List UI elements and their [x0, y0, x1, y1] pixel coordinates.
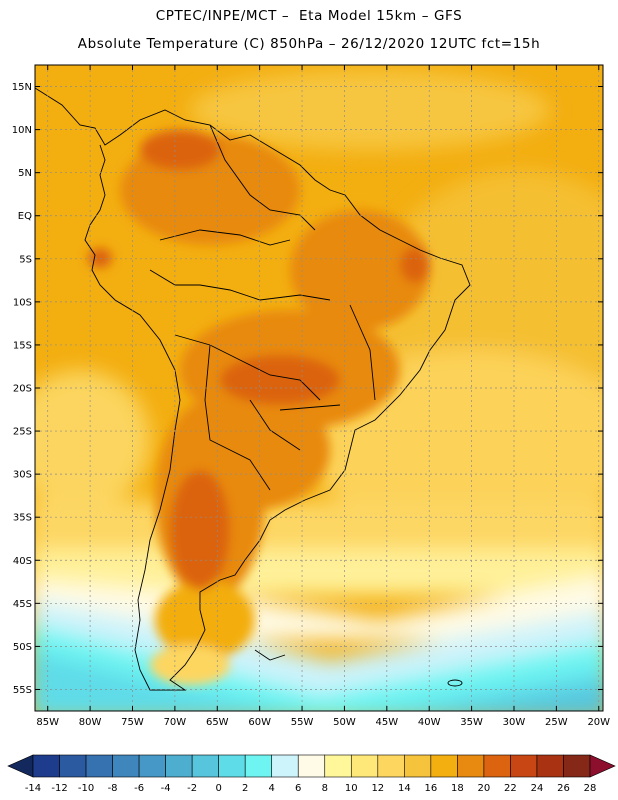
colorbar-label: -10 — [78, 783, 94, 794]
lon-label: 50W — [333, 717, 356, 728]
colorbar-swatch — [191, 754, 219, 778]
lat-label: 10N — [12, 125, 32, 136]
colorbar-swatch — [218, 754, 246, 778]
colorbar-label: 18 — [451, 783, 464, 794]
colorbar-label: 20 — [478, 783, 491, 794]
colorbar-swatch — [112, 754, 140, 778]
lon-label: 40W — [418, 717, 441, 728]
colorbar-label: 24 — [531, 783, 544, 794]
lat-label: 25S — [13, 427, 32, 438]
colorbar-swatch — [457, 754, 485, 778]
lon-label: 70W — [164, 717, 187, 728]
colorbar-swatch — [297, 754, 326, 778]
lon-label: 30W — [503, 717, 526, 728]
coastlines — [35, 87, 471, 691]
temperature-field — [35, 65, 603, 711]
colorbar-swatch — [85, 754, 113, 778]
lon-label: 45W — [376, 717, 399, 728]
colorbar-label: 10 — [345, 783, 358, 794]
lon-label: 80W — [79, 717, 102, 728]
lat-label: 45S — [13, 599, 32, 610]
colorbar-swatch — [244, 754, 273, 778]
colorbar-label: 22 — [504, 783, 517, 794]
lat-label: 15N — [12, 82, 32, 93]
colorbar-swatch — [430, 754, 458, 778]
colorbar-label: 16 — [424, 783, 437, 794]
colorbar-label: 8 — [322, 783, 328, 794]
colorbar-label: 28 — [584, 783, 597, 794]
colorbar-label: 6 — [295, 783, 301, 794]
colorbar-under-arrow — [7, 754, 34, 778]
lon-label: 25W — [545, 717, 568, 728]
map-title-line1: CPTEC/INPE/MCT – Eta Model 15km – GFS — [155, 8, 463, 24]
colorbar-swatch — [510, 754, 538, 778]
map-title-line2: Absolute Temperature (C) 850hPa – 26/12/… — [77, 36, 541, 52]
colorbar-label: -2 — [187, 783, 197, 794]
lat-label: 10S — [13, 297, 32, 308]
colorbar-label: 14 — [398, 783, 411, 794]
lat-label: 50S — [13, 642, 32, 653]
colorbar-swatch — [404, 754, 432, 778]
colorbar-label: 4 — [269, 783, 275, 794]
colorbar: -14 -12 -10 -8 -6 -4 -2 0 2 4 6 8 10 12 14 16 18 20 22 24 26… — [7, 754, 616, 794]
colorbar-swatch — [377, 754, 405, 778]
colorbar-swatch — [324, 754, 352, 778]
map-axes: 15N 10N 5N EQ 5S 10S 15S 20S 25S 30S 35S 40S 45S 50S 5… — [12, 65, 610, 728]
lat-label: 30S — [13, 470, 32, 481]
lon-label: 65W — [206, 717, 229, 728]
lon-label: 55W — [291, 717, 314, 728]
colorbar-label: 26 — [557, 783, 570, 794]
colorbar-label: -4 — [161, 783, 171, 794]
colorbar-swatch — [563, 754, 591, 778]
lat-label: 40S — [13, 556, 32, 567]
colorbar-swatch — [536, 754, 564, 778]
colorbar-swatch — [165, 754, 193, 778]
colorbar-label: 2 — [242, 783, 248, 794]
lat-label: 5N — [18, 168, 32, 179]
lat-label: 55S — [13, 685, 32, 696]
colorbar-label: 0 — [215, 783, 221, 794]
colorbar-label: -6 — [134, 783, 144, 794]
lon-label: 20W — [587, 717, 610, 728]
lon-label: 60W — [248, 717, 271, 728]
colorbar-label: 12 — [371, 783, 384, 794]
lat-label: 15S — [13, 340, 32, 351]
colorbar-swatch — [59, 754, 87, 778]
lat-label: 5S — [19, 254, 32, 265]
colorbar-swatch — [271, 754, 299, 778]
lon-label: 75W — [121, 717, 144, 728]
colorbar-swatch — [483, 754, 511, 778]
colorbar-swatch — [350, 754, 379, 778]
colorbar-swatch — [32, 754, 60, 778]
lon-label: 85W — [36, 717, 59, 728]
lon-label: 35W — [460, 717, 483, 728]
colorbar-label: -12 — [51, 783, 67, 794]
lat-label: EQ — [18, 211, 32, 222]
colorbar-swatch — [138, 754, 166, 778]
colorbar-over-arrow — [589, 754, 616, 778]
lat-label: 35S — [13, 513, 32, 524]
lat-label: 20S — [13, 384, 32, 395]
colorbar-label: -14 — [25, 783, 41, 794]
colorbar-label: -8 — [108, 783, 118, 794]
